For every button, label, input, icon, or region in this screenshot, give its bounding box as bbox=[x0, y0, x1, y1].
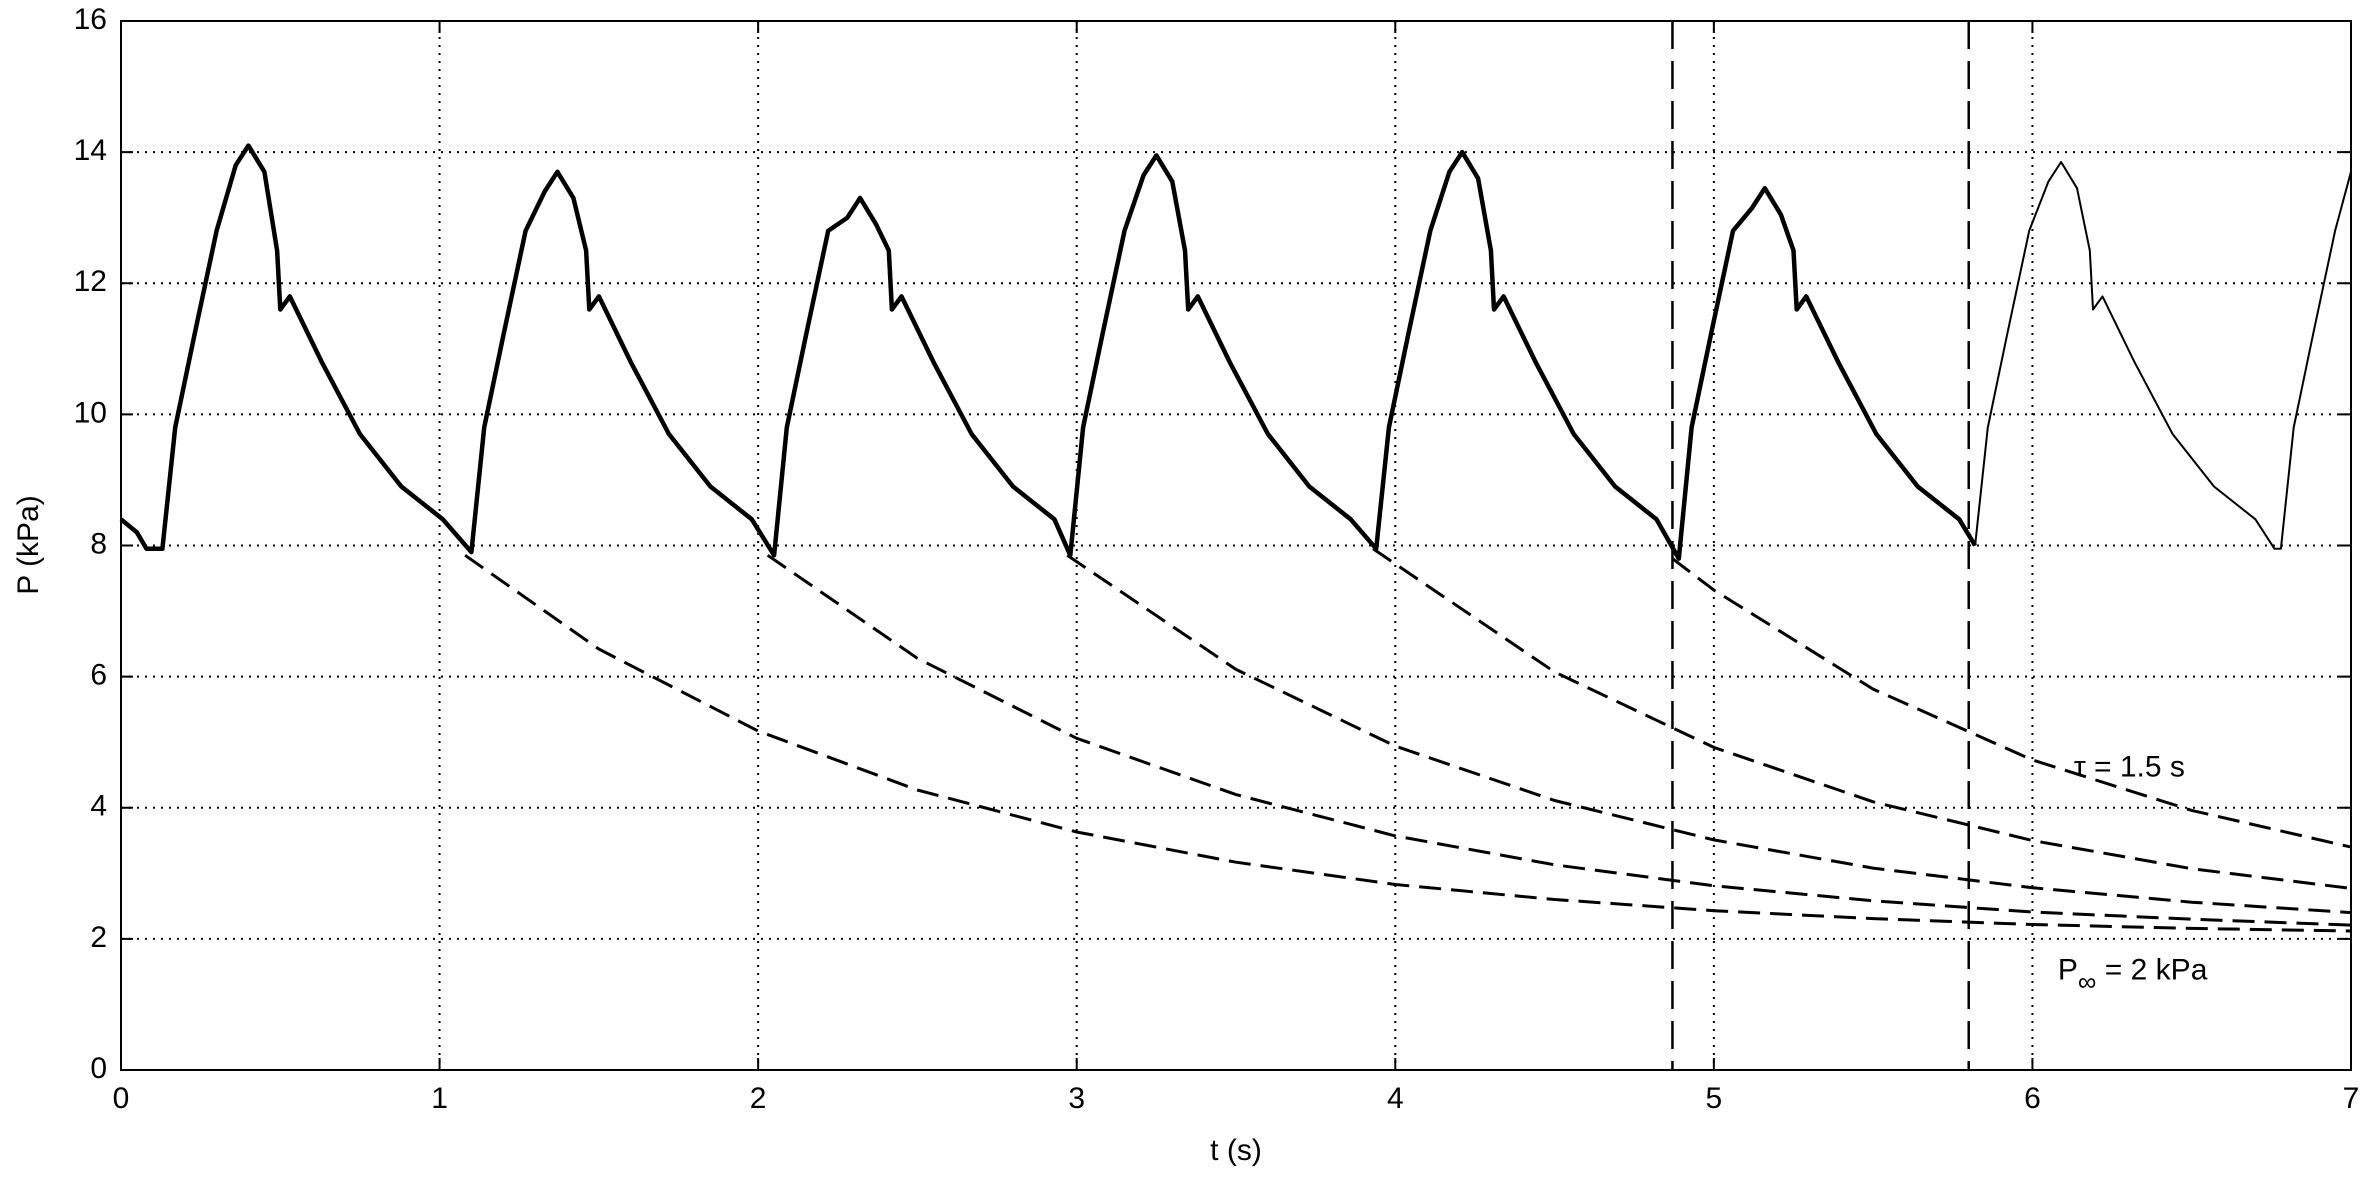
data-line bbox=[1066, 554, 2352, 915]
annotation-part: = 2 kPa bbox=[2096, 954, 2207, 987]
x-tick-label: 3 bbox=[1068, 1082, 1085, 1115]
x-tick-label: 2 bbox=[750, 1082, 767, 1115]
x-tick-label: 0 bbox=[113, 1082, 130, 1115]
y-tick-label: 0 bbox=[90, 1052, 107, 1085]
x-tick-label: 5 bbox=[1706, 1082, 1723, 1115]
y-tick-label: 10 bbox=[74, 396, 107, 429]
y-tick-label: 6 bbox=[90, 659, 107, 692]
y-tick-label: 16 bbox=[74, 3, 107, 36]
y-tick-label: 12 bbox=[74, 265, 107, 298]
annotation: τ = 1.5 s bbox=[2074, 750, 2185, 783]
plot-frame bbox=[120, 20, 2352, 1071]
data-line bbox=[1372, 547, 2352, 890]
x-tick-label: 7 bbox=[2343, 1082, 2360, 1115]
annotation: P∞ = 2 kPa bbox=[2058, 954, 2208, 997]
data-line bbox=[119, 143, 1978, 561]
x-tick-label: 4 bbox=[1387, 1082, 1404, 1115]
annotation-part: P bbox=[2058, 954, 2078, 987]
y-axis-label: P (kPa) bbox=[12, 495, 45, 594]
data-line bbox=[1671, 557, 2352, 849]
x-tick-label: 6 bbox=[2024, 1082, 2041, 1115]
x-axis-label: t (s) bbox=[1210, 1134, 1262, 1167]
y-tick-label: 14 bbox=[74, 134, 107, 167]
data-line bbox=[464, 554, 2352, 933]
y-tick-label: 2 bbox=[90, 921, 107, 954]
x-tick-label: 1 bbox=[431, 1082, 448, 1115]
data-line bbox=[766, 554, 2352, 927]
y-tick-label: 8 bbox=[90, 527, 107, 560]
y-tick-label: 4 bbox=[90, 790, 107, 823]
data-line bbox=[1974, 161, 2352, 550]
annotation-part: ∞ bbox=[2078, 967, 2097, 997]
